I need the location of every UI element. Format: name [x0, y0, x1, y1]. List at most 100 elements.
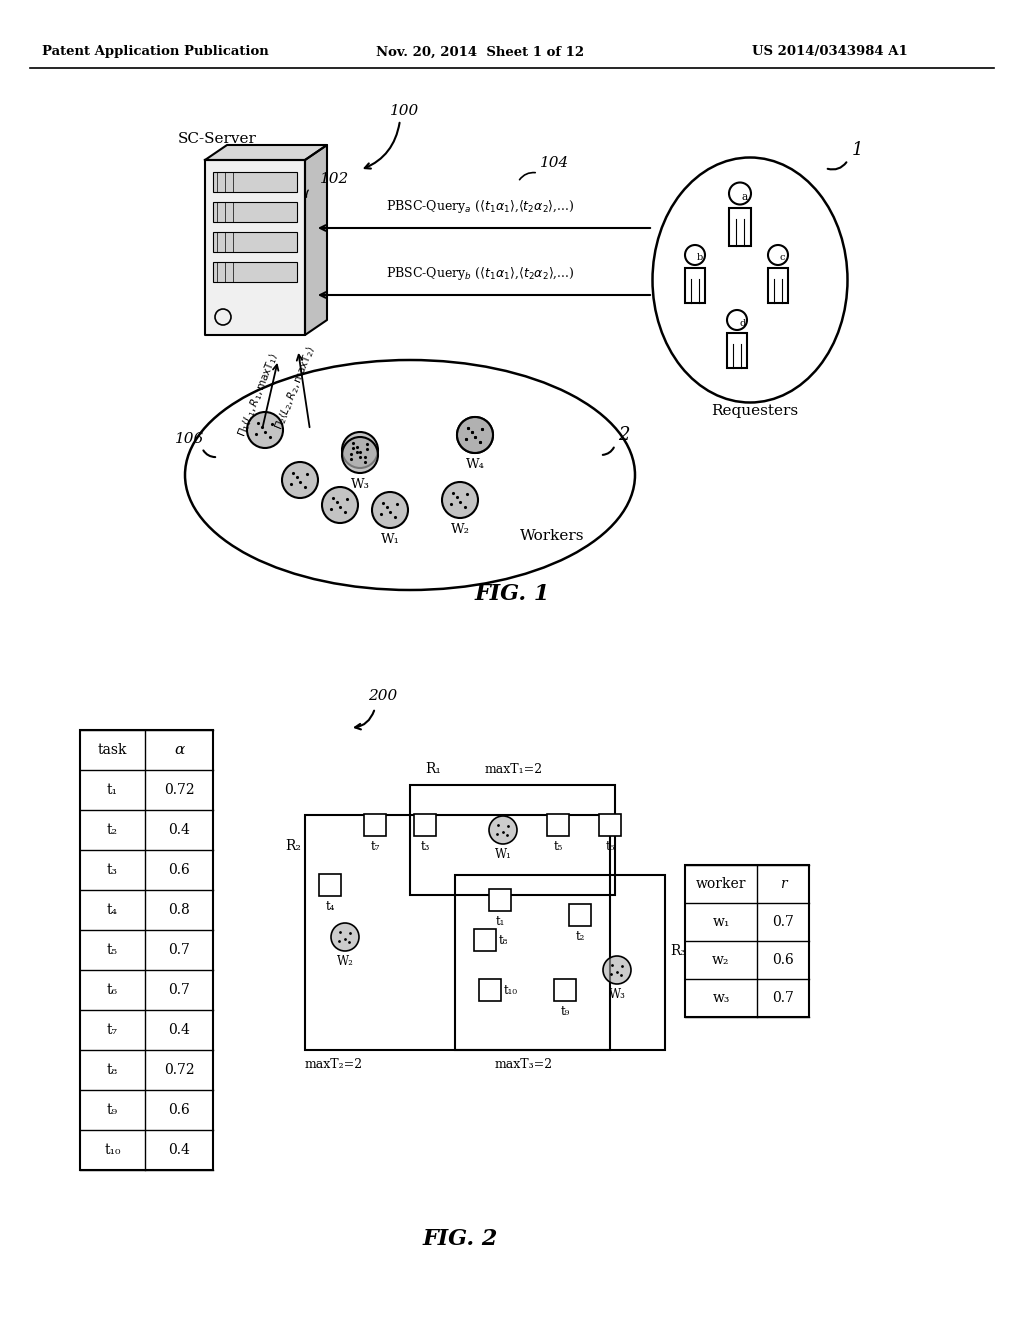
Text: 100: 100 [390, 104, 419, 117]
Text: t₅: t₅ [553, 840, 562, 853]
Text: t₇: t₇ [106, 1023, 118, 1038]
Ellipse shape [185, 360, 635, 590]
Text: 0.6: 0.6 [168, 1104, 189, 1117]
Text: maxT₂=2: maxT₂=2 [305, 1059, 364, 1071]
Text: t₆: t₆ [605, 840, 614, 853]
Text: SC-Server: SC-Server [178, 132, 257, 147]
Text: FIG. 1: FIG. 1 [474, 583, 550, 605]
Bar [685, 268, 705, 304]
Text: 102: 102 [319, 172, 349, 186]
Text: FIG. 2: FIG. 2 [422, 1228, 498, 1250]
Bar [547, 814, 569, 836]
Text: $\Pi_1\langle L_1,R_1,\mathrm{maxT}_1\rangle$: $\Pi_1\langle L_1,R_1,\mathrm{maxT}_1\ra… [234, 351, 282, 440]
Text: d: d [739, 318, 745, 327]
Bar [410, 785, 615, 895]
Text: R₂: R₂ [285, 840, 301, 853]
Text: t₁₀: t₁₀ [504, 983, 518, 997]
Bar [599, 814, 621, 836]
Bar [474, 929, 496, 950]
Text: 0.4: 0.4 [168, 822, 189, 837]
Text: 106: 106 [175, 432, 204, 446]
Text: w₁: w₁ [713, 915, 730, 929]
Text: t₁: t₁ [106, 783, 118, 797]
Bar [305, 814, 610, 1049]
Text: a: a [742, 191, 749, 202]
Text: 2: 2 [618, 426, 630, 444]
Bar [213, 202, 297, 222]
Text: t₇: t₇ [371, 840, 380, 853]
Bar [213, 232, 297, 252]
Text: t₉: t₉ [560, 1005, 569, 1018]
Text: α: α [174, 743, 184, 756]
Bar [319, 874, 341, 896]
Bar [729, 207, 751, 247]
Text: W₄: W₄ [466, 458, 484, 471]
Text: w₃: w₃ [713, 991, 730, 1005]
Bar [554, 979, 575, 1001]
Bar [685, 865, 809, 1016]
Text: 0.7: 0.7 [168, 942, 189, 957]
Text: 0.7: 0.7 [168, 983, 189, 997]
Text: Nov. 20, 2014  Sheet 1 of 12: Nov. 20, 2014 Sheet 1 of 12 [376, 45, 584, 58]
Text: W₁: W₁ [381, 533, 399, 546]
Text: w₂: w₂ [713, 953, 730, 968]
Text: W₃: W₃ [608, 987, 626, 1001]
Text: t₂: t₂ [106, 822, 118, 837]
Bar [414, 814, 436, 836]
Circle shape [442, 482, 478, 517]
Text: 1: 1 [852, 141, 863, 158]
Text: 0.6: 0.6 [168, 863, 189, 876]
Text: t₈: t₈ [499, 933, 508, 946]
Text: R₃: R₃ [670, 944, 686, 958]
Text: t₃: t₃ [420, 840, 430, 853]
Text: t₂: t₂ [575, 931, 585, 942]
Text: Requesters: Requesters [712, 404, 799, 418]
Text: 0.72: 0.72 [164, 783, 195, 797]
Text: 104: 104 [540, 156, 569, 170]
Text: W₂: W₂ [451, 523, 469, 536]
Circle shape [489, 816, 517, 843]
Text: t₁₀: t₁₀ [104, 1143, 121, 1158]
Text: b: b [697, 253, 703, 263]
Text: t₅: t₅ [106, 942, 118, 957]
Text: 200: 200 [368, 689, 397, 704]
Circle shape [342, 437, 378, 473]
Text: t₉: t₉ [106, 1104, 118, 1117]
Text: t₈: t₈ [106, 1063, 118, 1077]
Circle shape [282, 462, 318, 498]
Circle shape [603, 956, 631, 983]
Bar [727, 333, 746, 368]
Text: t₃: t₃ [106, 863, 118, 876]
Text: 0.7: 0.7 [772, 991, 794, 1005]
Polygon shape [305, 145, 327, 335]
Circle shape [457, 417, 493, 453]
Bar [569, 904, 591, 927]
Ellipse shape [652, 157, 848, 403]
Bar [489, 888, 511, 911]
Circle shape [342, 432, 378, 469]
Polygon shape [205, 160, 305, 335]
Text: r: r [779, 876, 786, 891]
Text: 0.8: 0.8 [168, 903, 189, 917]
Text: US 2014/0343984 A1: US 2014/0343984 A1 [752, 45, 908, 58]
Circle shape [322, 487, 358, 523]
Text: t₄: t₄ [326, 900, 335, 913]
Text: Workers: Workers [520, 529, 585, 543]
Bar [455, 875, 665, 1049]
Circle shape [372, 492, 408, 528]
Bar [768, 268, 788, 304]
Text: Patent Application Publication: Patent Application Publication [42, 45, 268, 58]
Polygon shape [205, 145, 327, 160]
Text: t₄: t₄ [106, 903, 118, 917]
Text: R₁: R₁ [425, 762, 441, 776]
Text: 0.7: 0.7 [772, 915, 794, 929]
Text: W₂: W₂ [337, 954, 353, 968]
Text: t₁: t₁ [496, 915, 505, 928]
Text: worker: worker [695, 876, 746, 891]
Text: 0.72: 0.72 [164, 1063, 195, 1077]
Text: 0.4: 0.4 [168, 1143, 189, 1158]
Circle shape [247, 412, 283, 447]
Text: $\Pi_2\langle L_2,R_2,\mathrm{maxT}_2\rangle$: $\Pi_2\langle L_2,R_2,\mathrm{maxT}_2\ra… [271, 345, 318, 432]
Circle shape [331, 923, 359, 950]
Text: 0.6: 0.6 [772, 953, 794, 968]
